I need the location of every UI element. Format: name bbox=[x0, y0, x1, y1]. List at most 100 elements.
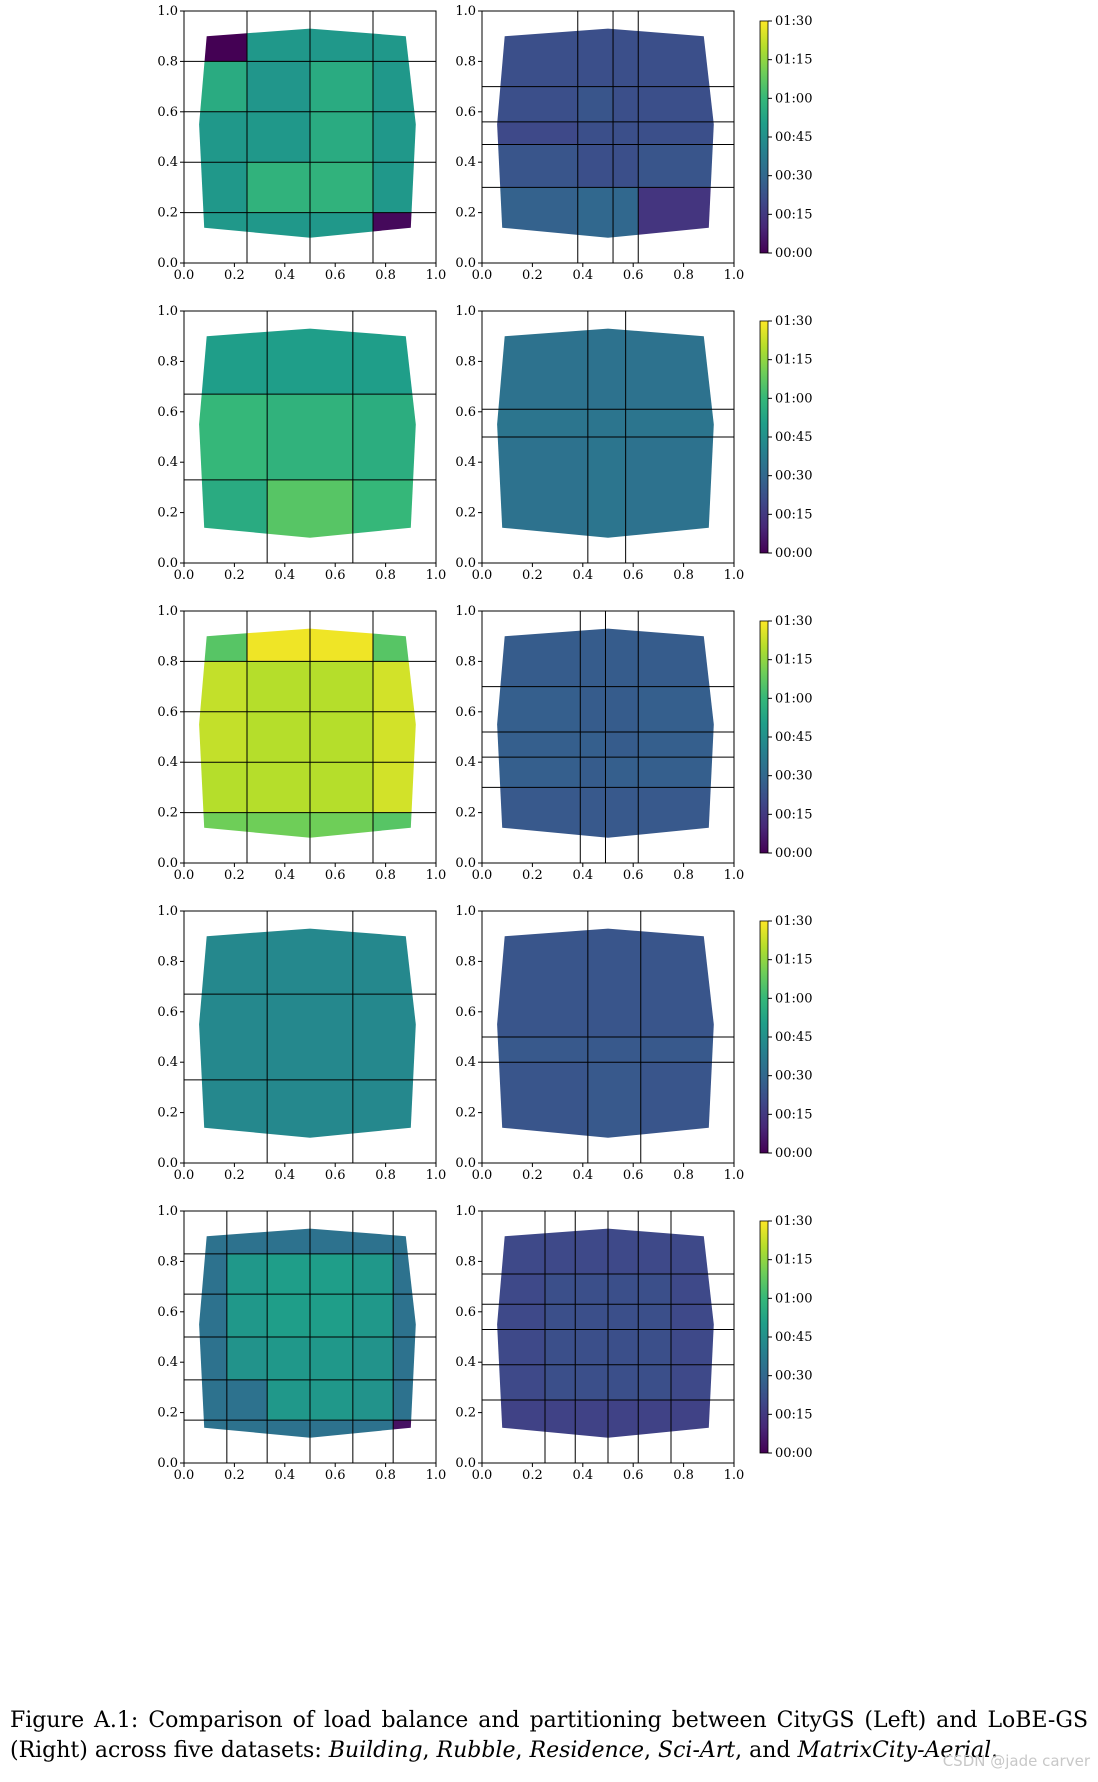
heatmap-cell bbox=[638, 1228, 671, 1274]
colorbar-tick-label: 01:00 bbox=[775, 1291, 812, 1306]
heatmap-cell bbox=[199, 812, 247, 838]
panel-4-left: 0.0 0.2 0.4 0.6 0.8 1.0 0.0 0.2 0.4 0.6 0.8 1.0 bbox=[157, 904, 446, 1183]
heatmap-cell bbox=[608, 1304, 639, 1330]
heatmap-cell bbox=[310, 1420, 353, 1438]
heatmap-cell bbox=[640, 1062, 714, 1138]
x-tick-label: 0.0 bbox=[174, 868, 195, 883]
heatmap-cell bbox=[310, 661, 373, 712]
heatmap-cell bbox=[497, 437, 588, 538]
y-tick-label: 1.0 bbox=[157, 1204, 178, 1219]
colorbar-tick-label: 01:30 bbox=[775, 614, 812, 629]
heatmap-cell bbox=[608, 1228, 639, 1274]
x-tick-label: 0.2 bbox=[224, 268, 245, 283]
y-tick-label: 0.8 bbox=[157, 1254, 178, 1269]
x-tick-label: 0.4 bbox=[572, 1168, 593, 1183]
x-tick-label: 0.0 bbox=[174, 1468, 195, 1483]
heatmap-cell bbox=[497, 787, 581, 838]
y-tick-label: 0.8 bbox=[455, 954, 476, 969]
heatmap-cell bbox=[310, 1294, 353, 1337]
y-tick-label: 1.0 bbox=[455, 4, 476, 19]
colorbar-tick-label: 00:30 bbox=[775, 469, 812, 484]
y-tick-label: 0.2 bbox=[157, 206, 178, 221]
heatmap-cell bbox=[310, 1253, 353, 1295]
heatmap-cell bbox=[497, 1037, 588, 1063]
y-tick-label: 0.2 bbox=[157, 1406, 178, 1421]
y-tick-label: 0.0 bbox=[157, 1156, 178, 1171]
caption-text: Comparison of load balance and partition… bbox=[10, 1708, 1089, 1763]
x-tick-label: 0.0 bbox=[174, 268, 195, 283]
heatmap-cell bbox=[497, 121, 578, 145]
colorbar-tick-label: 01:15 bbox=[775, 1253, 812, 1268]
heatmap-cell bbox=[497, 144, 578, 188]
heatmap-cell bbox=[199, 479, 268, 538]
y-tick-label: 0.6 bbox=[455, 405, 476, 420]
caption-dataset-3: Residence bbox=[529, 1738, 645, 1763]
y-tick-label: 0.4 bbox=[455, 755, 476, 770]
heatmap-cell bbox=[199, 1079, 268, 1138]
y-tick-label: 0.0 bbox=[157, 1456, 178, 1471]
colorbar-tick-label: 01:15 bbox=[775, 53, 812, 68]
caption-dataset-4: Sci-Art bbox=[658, 1738, 736, 1763]
heatmap-cell bbox=[625, 409, 714, 437]
colorbar-tick-label: 00:30 bbox=[775, 169, 812, 184]
heatmap-cell bbox=[267, 394, 353, 480]
y-tick-label: 0.4 bbox=[455, 155, 476, 170]
colorbar-tick-label: 00:15 bbox=[775, 1107, 812, 1122]
heatmap-cell bbox=[247, 162, 310, 213]
colorbar-tick-label: 01:30 bbox=[775, 314, 812, 329]
y-tick-label: 0.8 bbox=[455, 354, 476, 369]
heatmap-cell bbox=[352, 928, 416, 995]
x-tick-label: 0.2 bbox=[522, 868, 543, 883]
x-tick-label: 1.0 bbox=[426, 268, 447, 283]
y-tick-label: 0.8 bbox=[157, 954, 178, 969]
heatmap-cell bbox=[373, 628, 416, 662]
heatmap-cell bbox=[247, 762, 310, 813]
y-tick-label: 0.2 bbox=[455, 1406, 476, 1421]
colorbar-4: 00:00 00:15 00:30 00:45 01:00 01:15 01:30 bbox=[759, 914, 812, 1161]
heatmap-cell bbox=[199, 762, 247, 813]
y-tick-label: 0.6 bbox=[157, 1005, 178, 1020]
heatmap-cell bbox=[226, 1337, 268, 1380]
colorbar-tick-label: 01:15 bbox=[775, 953, 812, 968]
heatmap-cell bbox=[497, 1062, 588, 1138]
y-tick-label: 0.0 bbox=[455, 256, 476, 271]
heatmap-cell bbox=[199, 928, 268, 995]
heatmap-cell bbox=[267, 1420, 310, 1438]
colorbar-tick-label: 00:00 bbox=[775, 246, 812, 261]
heatmap-cell bbox=[310, 1228, 353, 1254]
y-tick-label: 0.4 bbox=[157, 155, 178, 170]
heatmap-cell bbox=[638, 1304, 671, 1330]
heatmap-cell bbox=[613, 144, 639, 188]
axes-frame bbox=[481, 610, 735, 864]
heatmap-cell bbox=[605, 731, 639, 758]
heatmap-cell bbox=[393, 1253, 416, 1295]
y-tick-label: 0.4 bbox=[157, 755, 178, 770]
y-tick-label: 0.4 bbox=[455, 1055, 476, 1070]
heatmap-cell bbox=[267, 479, 353, 538]
heatmap-cell bbox=[373, 61, 416, 112]
x-tick-label: 0.0 bbox=[472, 568, 493, 583]
heatmap-cell bbox=[373, 661, 416, 712]
heatmap-cell bbox=[608, 1364, 639, 1400]
x-tick-label: 1.0 bbox=[426, 568, 447, 583]
heatmap-cell bbox=[545, 1274, 576, 1305]
heatmap-cell bbox=[575, 1274, 608, 1305]
colorbar-tick-label: 00:00 bbox=[775, 1146, 812, 1161]
heatmap-cell bbox=[393, 1337, 416, 1380]
heatmap-cell bbox=[497, 1274, 545, 1305]
y-tick-label: 0.0 bbox=[455, 1156, 476, 1171]
heatmap-cell bbox=[580, 686, 606, 732]
heatmap-cell bbox=[638, 731, 714, 758]
colorbar-5: 00:00 00:15 00:30 00:45 01:00 01:15 01:30 bbox=[759, 1214, 812, 1461]
y-tick-label: 0.4 bbox=[157, 1355, 178, 1370]
heatmap-cell bbox=[587, 1037, 641, 1063]
heatmap-cell bbox=[545, 1364, 576, 1400]
heatmap-cell bbox=[310, 162, 373, 213]
heatmap-cell bbox=[199, 628, 247, 662]
x-tick-label: 1.0 bbox=[724, 268, 745, 283]
x-tick-label: 0.0 bbox=[174, 1168, 195, 1183]
heatmap-cell bbox=[247, 111, 310, 163]
colorbar-tick-label: 00:15 bbox=[775, 1407, 812, 1422]
panel-4-right: 0.0 0.2 0.4 0.6 0.8 1.0 0.0 0.2 0.4 0.6 0.8 1.0 bbox=[455, 904, 744, 1183]
heatmap-cell bbox=[199, 661, 247, 712]
